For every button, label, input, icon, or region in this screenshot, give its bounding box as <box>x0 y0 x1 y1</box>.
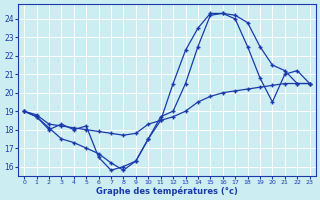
X-axis label: Graphe des températures (°c): Graphe des températures (°c) <box>96 186 238 196</box>
